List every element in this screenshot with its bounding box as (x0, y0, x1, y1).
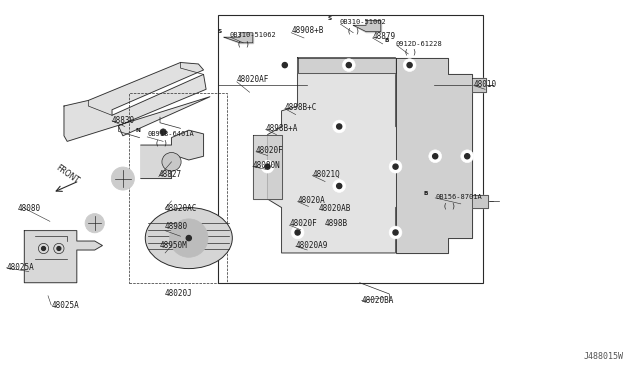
Circle shape (282, 62, 287, 68)
Text: 48025A: 48025A (51, 301, 79, 310)
Text: 4898B+C: 4898B+C (285, 103, 317, 112)
Text: 0B156-8701A: 0B156-8701A (435, 194, 482, 200)
Polygon shape (298, 58, 396, 73)
Circle shape (403, 59, 416, 71)
Text: 48020F: 48020F (289, 219, 317, 228)
Bar (129, 93, 227, 283)
Text: S: S (218, 29, 222, 34)
Text: 48021Q: 48021Q (312, 170, 340, 179)
Polygon shape (24, 231, 102, 283)
Text: FRONT: FRONT (54, 164, 81, 186)
Text: 48980: 48980 (165, 222, 188, 231)
Text: ( ): ( ) (237, 41, 250, 47)
Polygon shape (224, 33, 253, 43)
Circle shape (333, 120, 346, 133)
Text: 0B310-51062: 0B310-51062 (339, 19, 386, 25)
Circle shape (465, 154, 470, 159)
Polygon shape (64, 62, 210, 141)
Polygon shape (353, 20, 381, 32)
Polygon shape (141, 130, 204, 179)
Text: 48827: 48827 (159, 170, 182, 179)
Circle shape (407, 62, 412, 68)
Circle shape (170, 219, 208, 257)
Text: 48010: 48010 (474, 80, 497, 89)
Text: 48025A: 48025A (6, 263, 34, 272)
Text: 48020AC: 48020AC (165, 204, 198, 213)
Text: 48879: 48879 (372, 32, 396, 41)
Circle shape (111, 167, 134, 190)
Text: ( ): ( ) (347, 28, 360, 34)
Text: 48908+B: 48908+B (291, 26, 324, 35)
Text: ( ): ( ) (404, 49, 417, 55)
Circle shape (57, 247, 61, 250)
Text: B: B (384, 38, 388, 42)
Circle shape (389, 160, 402, 173)
Text: 4898B+A: 4898B+A (266, 124, 298, 133)
Text: 0912D-61228: 0912D-61228 (396, 41, 442, 47)
Circle shape (433, 154, 438, 159)
Text: ( ): ( ) (443, 202, 456, 209)
Text: 48950M: 48950M (160, 241, 188, 250)
Circle shape (393, 164, 398, 169)
Circle shape (261, 160, 274, 173)
Text: 48020J: 48020J (165, 289, 193, 298)
Circle shape (393, 230, 398, 235)
Circle shape (461, 150, 474, 163)
Polygon shape (268, 58, 410, 253)
Text: 48080: 48080 (18, 204, 41, 213)
Text: 4898B: 4898B (325, 219, 348, 228)
Bar (218, 15, 483, 283)
Text: 48020A9: 48020A9 (296, 241, 328, 250)
Circle shape (346, 62, 351, 68)
Text: 0B310-51062: 0B310-51062 (229, 32, 276, 38)
Circle shape (295, 230, 300, 235)
Text: 48020F: 48020F (256, 146, 284, 155)
Circle shape (337, 183, 342, 189)
Text: 0B918-6401A: 0B918-6401A (147, 131, 194, 137)
Text: S: S (328, 16, 332, 21)
Polygon shape (472, 78, 486, 92)
Circle shape (389, 226, 402, 239)
Circle shape (333, 180, 346, 192)
Text: 48020A: 48020A (298, 196, 325, 205)
Text: J488015W: J488015W (584, 352, 624, 361)
Circle shape (265, 164, 270, 169)
Text: N: N (136, 128, 140, 132)
Ellipse shape (145, 208, 232, 269)
Circle shape (160, 129, 166, 135)
Ellipse shape (162, 153, 181, 171)
Text: 48020AF: 48020AF (237, 76, 269, 84)
Text: B: B (424, 191, 428, 196)
Circle shape (186, 235, 191, 241)
Text: 48020BA: 48020BA (362, 296, 394, 305)
Circle shape (85, 214, 104, 233)
Circle shape (429, 150, 442, 163)
Text: 48830: 48830 (112, 116, 135, 125)
Polygon shape (396, 58, 472, 253)
Text: 48020AB: 48020AB (319, 204, 351, 213)
Circle shape (342, 59, 355, 71)
Polygon shape (472, 195, 488, 208)
Text: ( ): ( ) (155, 140, 168, 147)
Polygon shape (253, 135, 282, 199)
Circle shape (337, 124, 342, 129)
Circle shape (42, 247, 45, 250)
Circle shape (278, 59, 291, 71)
Circle shape (291, 226, 304, 239)
Text: 48080N: 48080N (253, 161, 280, 170)
